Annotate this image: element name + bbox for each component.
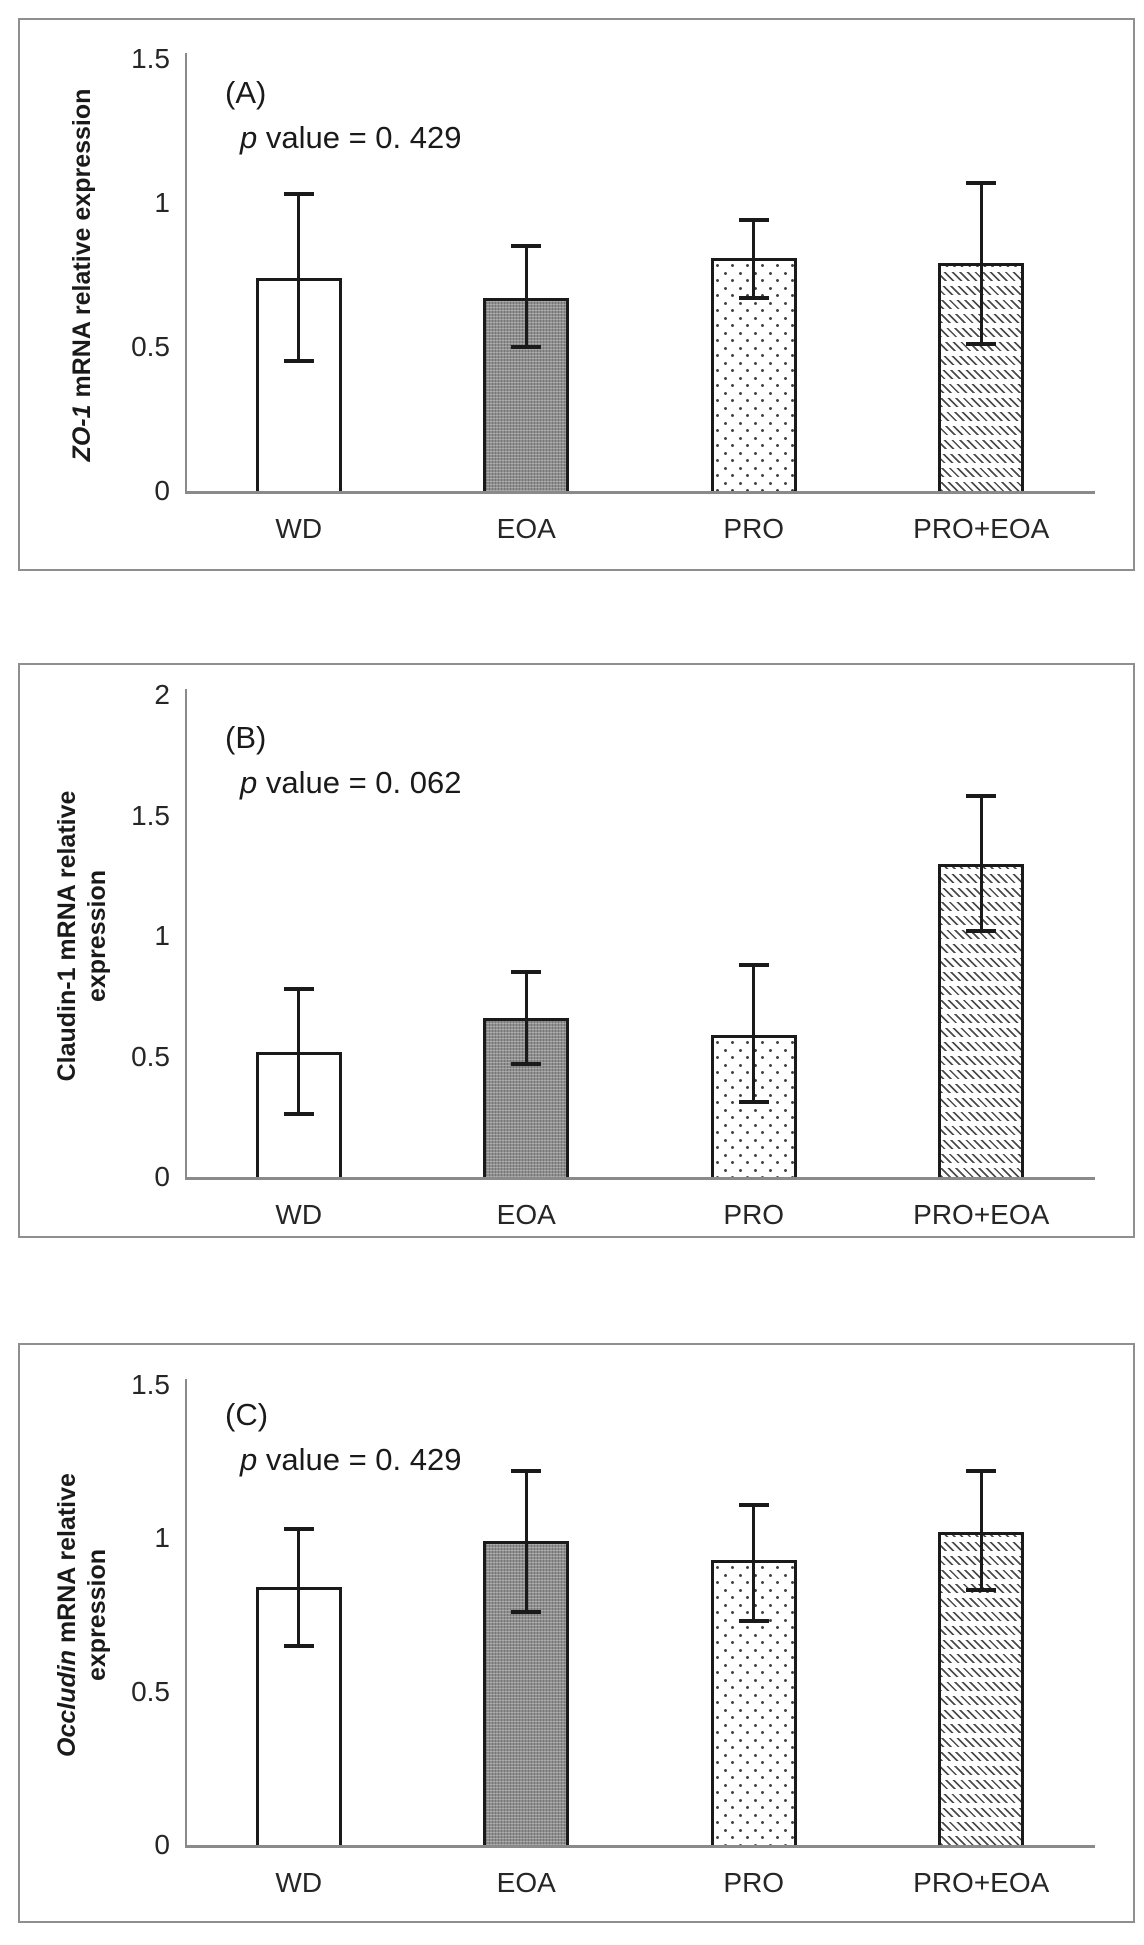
- error-cap-bottom: [283, 359, 314, 364]
- bar-pro-eoa: [938, 863, 1025, 1177]
- y-axis-line: [185, 1379, 187, 1845]
- y-axis-label: ZO-1 mRNA relative expression: [67, 89, 97, 462]
- y-axis-line: [185, 53, 187, 491]
- x-category-label: PRO+EOA: [913, 1199, 1050, 1230]
- x-category-label: EOA: [496, 1867, 556, 1898]
- panel-label: (C): [225, 1397, 269, 1432]
- error-bar-line: [524, 972, 528, 1064]
- y-tick-label: 0.5: [131, 1675, 170, 1707]
- y-tick-label: 2: [154, 679, 170, 710]
- error-bar-line: [752, 1504, 756, 1622]
- x-category-label: EOA: [496, 1199, 556, 1230]
- error-bar-line: [979, 1470, 983, 1591]
- error-bar-line: [752, 220, 756, 299]
- y-axis-label-segment: ZO-1: [68, 404, 96, 462]
- x-category-label: PRO+EOA: [913, 1867, 1050, 1898]
- error-cap-bottom: [966, 1588, 997, 1593]
- y-axis-label-segment: expression: [83, 1548, 111, 1682]
- y-tick-label: 0: [154, 475, 170, 506]
- p-symbol: p: [240, 765, 258, 800]
- x-category-label: WD: [275, 513, 323, 544]
- panel-b-claudin1-chart: Claudin-1 mRNA relative expression 0 0.5 1 1.…: [18, 663, 1135, 1238]
- error-bar-line: [297, 1529, 301, 1646]
- error-cap-bottom: [511, 1609, 542, 1614]
- x-category-label: PRO: [723, 1199, 785, 1230]
- bar-pro-eoa: [938, 263, 1025, 491]
- panel-c-occludin-chart: Occludin mRNA relative expression 0 0.5 1 1.5…: [18, 1343, 1135, 1923]
- y-axis-line: [185, 689, 187, 1177]
- y-tick-label: 0.5: [131, 331, 170, 362]
- error-cap-bottom: [738, 1100, 769, 1105]
- y-tick-label: 0: [154, 1161, 170, 1192]
- p-value-text: p value = 0. 062: [240, 765, 462, 800]
- error-cap-bottom: [511, 1061, 542, 1066]
- p-value-text: p value = 0. 429: [240, 1442, 462, 1477]
- error-bar-line: [524, 246, 528, 347]
- error-cap-top: [511, 1468, 542, 1473]
- p-symbol: p: [240, 1442, 258, 1477]
- x-axis-line: [185, 1845, 1095, 1848]
- error-cap-bottom: [738, 1619, 769, 1624]
- bar-pro: [710, 1559, 797, 1845]
- y-tick-label: 1: [154, 187, 170, 218]
- error-cap-top: [283, 987, 314, 992]
- p-symbol: p: [240, 120, 258, 155]
- y-tick-label: 0.5: [131, 1040, 170, 1072]
- y-tick-label: 1: [154, 1522, 170, 1554]
- error-cap-top: [738, 218, 769, 223]
- error-cap-top: [738, 1502, 769, 1507]
- y-axis-label-segment: Occludin: [53, 1649, 81, 1757]
- panel-label: (B): [225, 720, 267, 755]
- x-category-label: PRO+EOA: [913, 513, 1050, 544]
- error-cap-top: [966, 180, 997, 185]
- y-axis-label: Occludin mRNA relative expression: [52, 1473, 112, 1757]
- error-cap-top: [738, 962, 769, 967]
- error-cap-bottom: [283, 1112, 314, 1117]
- y-tick-label: 1.5: [131, 1369, 170, 1400]
- error-cap-bottom: [283, 1643, 314, 1648]
- error-bar-line: [752, 964, 756, 1103]
- error-cap-top: [283, 192, 314, 197]
- error-cap-top: [966, 794, 997, 799]
- error-cap-bottom: [511, 345, 542, 349]
- x-category-label: WD: [275, 1867, 323, 1898]
- panel-a-zo1-chart: ZO-1 mRNA relative expression 0 0.5 1 1.5 (A)…: [18, 18, 1135, 571]
- error-cap-top: [966, 1468, 997, 1473]
- error-cap-top: [283, 1527, 314, 1532]
- error-cap-bottom: [966, 929, 997, 934]
- bar-pro: [710, 257, 797, 491]
- error-bar-line: [297, 194, 301, 362]
- y-axis-label-segment: mRNA relative: [53, 1473, 81, 1650]
- x-axis-line: [185, 491, 1095, 494]
- x-category-label: WD: [275, 1199, 323, 1230]
- error-cap-bottom: [738, 296, 769, 301]
- y-tick-label: 1.5: [131, 799, 170, 831]
- y-axis-label-segment: Claudin-1 mRNA relative: [53, 790, 81, 1082]
- x-category-label: EOA: [496, 513, 556, 544]
- error-cap-top: [511, 970, 542, 975]
- x-category-label: PRO: [723, 1867, 785, 1898]
- x-category-label: PRO: [723, 513, 785, 544]
- error-cap-top: [511, 244, 542, 249]
- panel-label: (A): [225, 75, 267, 110]
- error-cap-bottom: [966, 342, 997, 347]
- y-tick-label: 1.5: [131, 43, 170, 74]
- error-bar-line: [297, 989, 301, 1115]
- error-bar-line: [979, 796, 983, 932]
- error-bar-line: [979, 182, 983, 345]
- error-bar-line: [524, 1470, 528, 1612]
- y-tick-label: 1: [154, 920, 170, 951]
- y-tick-label: 0: [154, 1829, 170, 1860]
- p-value-text: p value = 0. 429: [240, 120, 462, 155]
- x-axis-line: [185, 1177, 1095, 1180]
